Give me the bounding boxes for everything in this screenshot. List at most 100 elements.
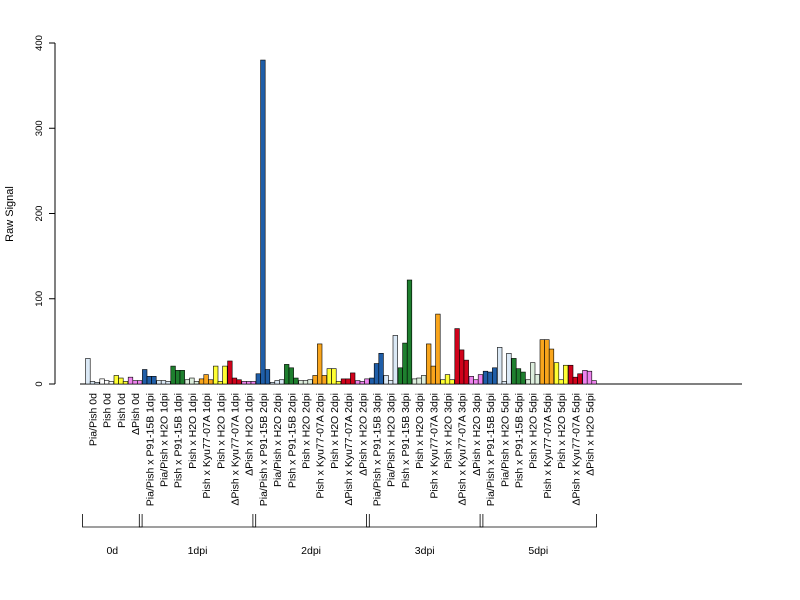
- category-label: Pish x H2O 1dpi: [215, 393, 227, 469]
- bar: [227, 360, 233, 385]
- bar: [118, 377, 124, 385]
- bar: [430, 365, 436, 385]
- bar: [260, 59, 266, 385]
- bar: [406, 279, 413, 385]
- bar: [553, 362, 560, 385]
- bar: [373, 363, 380, 385]
- bar: [175, 370, 181, 385]
- bar: [364, 378, 370, 385]
- category-label: Pia/Pish x P91-15B 5dpi: [485, 393, 497, 506]
- bar: [534, 374, 540, 385]
- category-labels: Pia/Pish 0d Pish 0d Pish 0d ΔPish 0d Pia/Pis…: [88, 393, 597, 506]
- bar: [492, 367, 498, 385]
- bar: [421, 375, 427, 385]
- category-label: Pish 0d: [102, 393, 114, 428]
- bar: [321, 375, 327, 385]
- bar: [402, 342, 408, 385]
- bar: [108, 381, 114, 385]
- bar: [355, 380, 361, 385]
- category-label: ΔPish x H2O 1dpi: [244, 393, 256, 476]
- category-label: Pia/Pish x H2O 5dpi: [499, 393, 511, 487]
- bar: [582, 370, 588, 385]
- bar: [132, 380, 138, 385]
- bar: [586, 370, 593, 385]
- category-label: Pish x H2O 2dpi: [329, 393, 341, 469]
- bar: [388, 380, 394, 385]
- category-label: Pish x P91-15B 3dpi: [400, 393, 412, 488]
- category-label: Pish x Kyu77-07A 5dpi: [542, 393, 554, 499]
- bar: [288, 367, 294, 385]
- bar: [165, 381, 171, 385]
- category-label: Pia/Pish x H2O 3dpi: [386, 393, 398, 487]
- bar: [416, 377, 422, 385]
- category-label: Pia/Pish 0d: [88, 393, 100, 446]
- bar: [217, 381, 223, 385]
- category-label: Pish x H2O 3dpi: [443, 393, 455, 469]
- bar: [198, 378, 205, 385]
- category-label: Pia/Pish x P91-15B 3dpi: [372, 393, 384, 506]
- category-label: Pish x H2O 1dpi: [187, 393, 199, 469]
- bar: [501, 381, 507, 385]
- y-tick-label: 400: [34, 35, 45, 51]
- bar: [383, 375, 389, 385]
- bar: [397, 367, 403, 385]
- group-bracket: [82, 514, 143, 528]
- bar: [222, 365, 228, 385]
- group-bracket: [252, 514, 370, 528]
- y-axis: 0 100 200 300 400: [34, 35, 56, 387]
- bar: [193, 381, 200, 385]
- group-bracket: [479, 514, 597, 528]
- category-label: ΔPish x H2O 3dpi: [471, 393, 483, 476]
- bar: [99, 378, 105, 385]
- bar: [302, 380, 309, 385]
- bar: [89, 381, 96, 385]
- category-label: Pish x Kyu77-07A 1dpi: [201, 393, 213, 499]
- group-bracket: [366, 514, 484, 528]
- category-label: ΔPish x Kyu77-07A 1dpi: [230, 393, 242, 506]
- bar: [269, 381, 276, 385]
- bar: [477, 374, 484, 385]
- group-label: 3dpi: [415, 545, 435, 557]
- bar: [236, 379, 242, 385]
- group-label: 5dpi: [528, 545, 548, 557]
- group-bracket: [138, 514, 257, 528]
- bar: [127, 376, 134, 385]
- bar: [208, 379, 214, 385]
- bar: [520, 371, 526, 385]
- category-label: Pish x H2O 3dpi: [414, 393, 426, 469]
- bar: [307, 379, 313, 385]
- category-label: Pish x P91-15B 2dpi: [286, 393, 298, 488]
- category-label: Pish 0d: [116, 393, 128, 428]
- bar: [274, 380, 280, 385]
- bar: [241, 381, 247, 385]
- bar: [156, 380, 162, 385]
- bar: [122, 381, 129, 385]
- bar: [444, 374, 451, 385]
- bar: [511, 358, 517, 385]
- bar: [335, 381, 342, 385]
- bar: [203, 374, 209, 385]
- bar: [359, 381, 365, 385]
- bar: [317, 343, 323, 385]
- category-label: Pish x H2O 5dpi: [528, 393, 540, 469]
- category-label: Pish x P91-15B 1dpi: [173, 393, 185, 488]
- bar: [231, 377, 238, 385]
- bar: [142, 369, 148, 385]
- bar: [369, 377, 375, 385]
- bar: [264, 369, 271, 385]
- group-brackets: 0d 1dpi 2dpi 3dpi 5dpi: [82, 514, 597, 557]
- category-label: ΔPish x H2O 5dpi: [585, 393, 597, 476]
- bar: [463, 359, 469, 385]
- bar: [497, 347, 503, 385]
- category-label: Pish x H2O 2dpi: [301, 393, 313, 469]
- category-label: Pish x H2O 5dpi: [556, 393, 568, 469]
- bar: [340, 378, 347, 385]
- bar: [454, 328, 460, 385]
- category-label: Pish x Kyu77-07A 3dpi: [428, 393, 440, 499]
- y-tick-label: 0: [34, 381, 45, 386]
- bar: [577, 373, 583, 385]
- bar: [426, 343, 432, 385]
- bar: [473, 379, 479, 385]
